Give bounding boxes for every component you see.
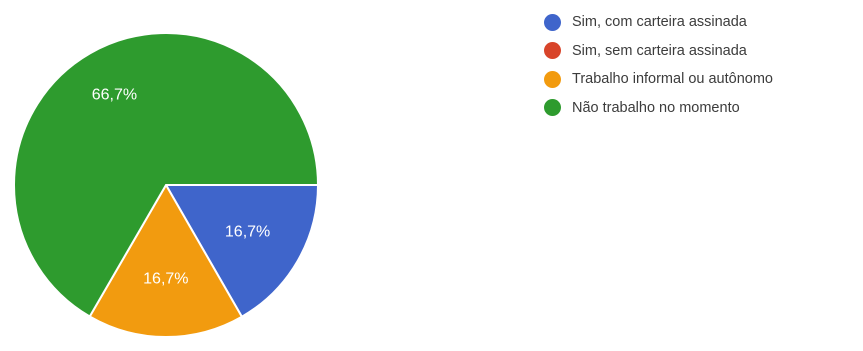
legend-item-nao-trabalho[interactable]: Não trabalho no momento	[544, 94, 773, 123]
legend-label-informal-autonomo: Trabalho informal ou autônomo	[572, 71, 773, 88]
legend-label-com-carteira: Sim, com carteira assinada	[572, 14, 747, 31]
legend-swatch-com-carteira	[544, 13, 561, 31]
slice-label-com-carteira: 16,7%	[225, 223, 270, 240]
slice-label-informal-autonomo: 16,7%	[143, 270, 188, 287]
slice-label-nao-trabalho: 66,7%	[92, 87, 137, 104]
pie-slice-com-carteira[interactable]	[164, 184, 320, 319]
legend-item-informal-autonomo[interactable]: Trabalho informal ou autônomo	[544, 65, 773, 94]
legend-swatch-informal-autonomo	[544, 70, 561, 88]
legend: Sim, com carteira assinada Sim, sem cart…	[544, 8, 773, 122]
legend-item-com-carteira[interactable]: Sim, com carteira assinada	[544, 8, 773, 37]
legend-swatch-nao-trabalho	[544, 99, 561, 117]
legend-swatch-sem-carteira	[544, 42, 561, 60]
pie-slice-nao-trabalho[interactable]	[13, 32, 320, 318]
legend-item-sem-carteira[interactable]: Sim, sem carteira assinada	[544, 37, 773, 66]
pie-slice-informal-autonomo[interactable]	[88, 183, 244, 338]
legend-label-nao-trabalho: Não trabalho no momento	[572, 99, 740, 116]
legend-label-sem-carteira: Sim, sem carteira assinada	[572, 42, 747, 59]
